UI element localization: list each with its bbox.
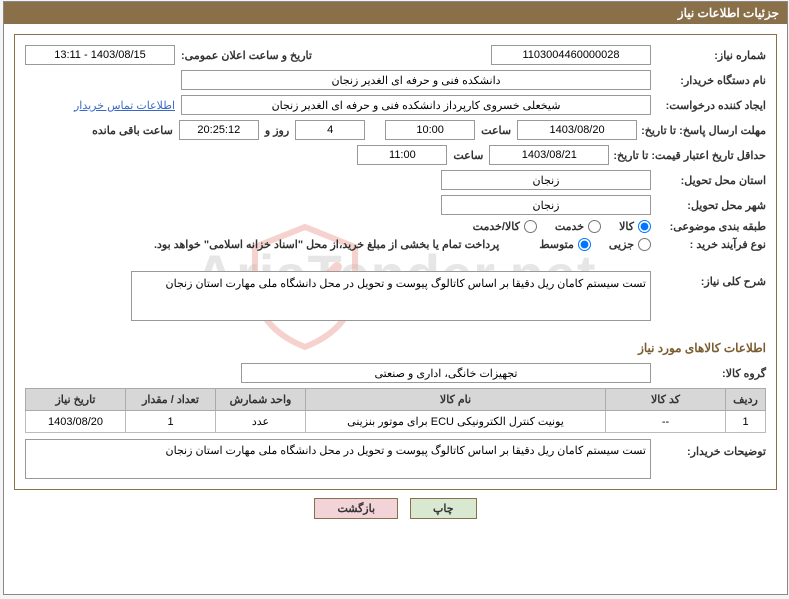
label-remaining: ساعت باقی مانده	[86, 124, 179, 137]
table-header: کد کالا	[606, 389, 726, 411]
label-buyer-desc: توضیحات خریدار:	[651, 439, 766, 479]
process-option[interactable]: جزیی	[609, 238, 651, 251]
window: جزئیات اطلاعات نیاز AriaTender.net شماره…	[3, 1, 788, 595]
table-cell: 1	[726, 411, 766, 433]
announce-datetime-field[interactable]	[25, 45, 175, 65]
item-group-field[interactable]	[241, 363, 651, 383]
button-row: چاپ بازگشت	[4, 498, 787, 519]
deadline-time-field[interactable]	[385, 120, 475, 140]
label-general-desc: شرح کلی نیاز:	[651, 271, 766, 288]
label-requester: ایجاد کننده درخواست:	[651, 99, 766, 112]
general-desc-field[interactable]	[131, 271, 651, 321]
label-process-type: نوع فرآیند خرید :	[651, 238, 766, 251]
back-button[interactable]: بازگشت	[314, 498, 398, 519]
table-cell: 1	[126, 411, 216, 433]
buyer-contact-link[interactable]: اطلاعات تماس خریدار	[68, 99, 181, 112]
label-announce-dt: تاریخ و ساعت اعلان عمومی:	[175, 49, 318, 62]
label-need-no: شماره نیاز:	[651, 49, 766, 62]
process-option[interactable]: متوسط	[539, 238, 591, 251]
panel-title: جزئیات اطلاعات نیاز	[678, 6, 779, 20]
subject-option[interactable]: خدمت	[555, 220, 601, 233]
payment-note: پرداخت تمام یا بخشی از مبلغ خرید،از محل …	[154, 238, 509, 251]
remaining-time-field[interactable]	[179, 120, 259, 140]
min-validity-time-field[interactable]	[357, 145, 447, 165]
label-time-2: ساعت	[447, 149, 489, 162]
table-cell: --	[606, 411, 726, 433]
label-buyer-org: نام دستگاه خریدار:	[651, 74, 766, 87]
table-cell: 1403/08/20	[26, 411, 126, 433]
subject-radio[interactable]	[524, 220, 537, 233]
buyer-org-field[interactable]	[181, 70, 651, 90]
table-header: ردیف	[726, 389, 766, 411]
process-radio[interactable]	[578, 238, 591, 251]
panel-header: جزئیات اطلاعات نیاز	[4, 2, 787, 24]
table-row: 1--یونیت کنترل الکترونیکی ECU برای موتور…	[26, 411, 766, 433]
process-type-radios: جزیی متوسط	[539, 238, 651, 251]
requester-field[interactable]	[181, 95, 651, 115]
label-delivery-province: استان محل تحویل:	[651, 174, 766, 187]
table-header: تعداد / مقدار	[126, 389, 216, 411]
buyer-desc-field[interactable]	[25, 439, 651, 479]
label-time-1: ساعت	[475, 124, 517, 137]
table-header: واحد شمارش	[216, 389, 306, 411]
label-days-and: روز و	[259, 124, 295, 137]
label-item-group: گروه کالا:	[651, 367, 766, 380]
remaining-days-field[interactable]	[295, 120, 365, 140]
table-header: نام کالا	[306, 389, 606, 411]
deadline-date-field[interactable]	[517, 120, 637, 140]
label-delivery-city: شهر محل تحویل:	[651, 199, 766, 212]
subject-option[interactable]: کالا/خدمت	[473, 220, 537, 233]
details-panel: شماره نیاز: تاریخ و ساعت اعلان عمومی: نا…	[14, 34, 777, 490]
subject-radio[interactable]	[588, 220, 601, 233]
subject-radio[interactable]	[638, 220, 651, 233]
items-table: ردیفکد کالانام کالاواحد شمارشتعداد / مقد…	[25, 388, 766, 433]
label-min-validity: حداقل تاریخ اعتبار قیمت: تا تاریخ:	[609, 149, 766, 162]
need-no-field[interactable]	[491, 45, 651, 65]
subject-class-radios: کالا خدمت کالا/خدمت	[473, 220, 651, 233]
min-validity-date-field[interactable]	[489, 145, 609, 165]
delivery-city-field[interactable]	[441, 195, 651, 215]
section-items-info: اطلاعات کالاهای مورد نیاز	[25, 341, 766, 355]
table-header: تاریخ نیاز	[26, 389, 126, 411]
subject-option[interactable]: کالا	[619, 220, 651, 233]
delivery-province-field[interactable]	[441, 170, 651, 190]
print-button[interactable]: چاپ	[410, 498, 477, 519]
table-cell: عدد	[216, 411, 306, 433]
label-deadline: مهلت ارسال پاسخ: تا تاریخ:	[637, 124, 766, 137]
process-radio[interactable]	[638, 238, 651, 251]
label-subject-class: طبقه بندی موضوعی:	[651, 220, 766, 233]
table-cell: یونیت کنترل الکترونیکی ECU برای موتور بن…	[306, 411, 606, 433]
